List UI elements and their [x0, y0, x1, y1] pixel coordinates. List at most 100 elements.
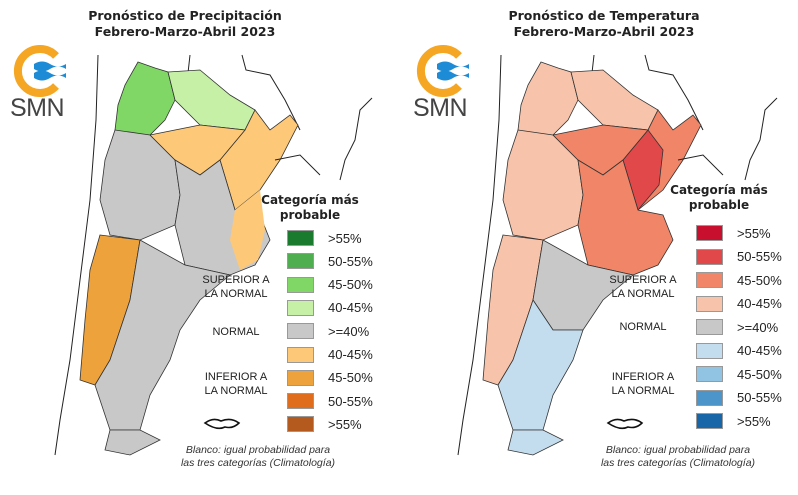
legend-label: 40-45%	[328, 300, 373, 316]
legend-label: >55%	[328, 230, 362, 246]
note-line-2: las tres categorías (Climatología)	[180, 457, 336, 469]
legend-label: >55%	[328, 416, 362, 432]
legend-item: 50-55%	[287, 392, 373, 410]
region-patagonia-south	[497, 299, 584, 431]
legend-item: 40-45%	[696, 342, 782, 360]
legend-swatch	[696, 225, 723, 241]
legend-label: >55%	[737, 413, 771, 429]
legend-swatch	[696, 342, 723, 359]
legend-swatch	[287, 416, 314, 433]
legend-label: 40-45%	[737, 343, 782, 358]
legend-label: 45-50%	[737, 272, 782, 288]
brazil-border-line	[241, 54, 301, 131]
temperature-title: Pronóstico de Temperatura Febrero-Marzo-…	[419, 8, 789, 40]
legend-item: >55%	[287, 229, 362, 247]
brazil-border-line	[644, 54, 704, 131]
region-buenos-aires	[230, 190, 265, 270]
note-line-2: las tres categorías (Climatología)	[600, 457, 756, 469]
falklands-outline	[606, 418, 644, 430]
legend-swatch	[287, 230, 314, 246]
category-label-line-1: SUPERIOR A	[202, 274, 270, 286]
legend-title-line-2: probable	[688, 198, 750, 212]
category-normal: NORMAL	[603, 320, 683, 334]
note-line-1: Blanco: igual probabilidad para	[605, 444, 751, 456]
legend-label: 40-45%	[737, 296, 782, 311]
legend-swatch	[287, 346, 314, 363]
legend-item: >55%	[287, 415, 362, 433]
category-label-line-2: LA NORMAL	[204, 385, 268, 397]
legend-item: >=40%	[696, 318, 778, 336]
legend-title-line-2: probable	[279, 208, 341, 222]
legend-label: 45-50%	[328, 277, 373, 293]
legend-swatch	[287, 276, 314, 293]
legend-swatch	[696, 319, 723, 335]
legend-item: 45-50%	[696, 271, 782, 289]
legend-label: 50-55%	[328, 253, 373, 269]
region-north-west	[517, 61, 579, 141]
category-label-line-1: NORMAL	[212, 326, 260, 338]
temperature-note: Blanco: igual probabilidad para las tres…	[578, 444, 778, 470]
legend-item: 50-55%	[287, 252, 373, 270]
legend-swatch	[696, 389, 723, 406]
temperature-panel: Pronóstico de Temperatura Febrero-Marzo-…	[399, 0, 798, 495]
category-inferior: INFERIOR A LA NORMAL	[196, 370, 276, 398]
brazil-coast-line	[339, 97, 373, 181]
temperature-map	[457, 54, 778, 456]
title-line-1: Pronóstico de Precipitación	[88, 8, 282, 23]
chile-border-line	[457, 54, 502, 456]
legend-label: 45-50%	[328, 370, 373, 386]
legend-swatch	[696, 248, 723, 265]
uruguay-border-line	[274, 154, 321, 176]
legend-item: >=40%	[287, 322, 369, 340]
legend-label: 50-55%	[328, 393, 373, 409]
smn-logo-icon	[13, 45, 66, 97]
legend-swatch	[287, 253, 314, 270]
precipitation-panel: Pronóstico de Precipitación Febrero-Marz…	[0, 8, 373, 470]
legend-item: 45-50%	[287, 276, 373, 294]
category-inferior: INFERIOR A LA NORMAL	[603, 370, 683, 398]
region-north-west	[114, 61, 176, 141]
uruguay-border-line	[677, 154, 724, 176]
region-north-center	[570, 69, 659, 131]
category-label-line-2: LA NORMAL	[204, 288, 268, 300]
region-tierra-del-fuego	[507, 429, 564, 456]
category-label-line-2: LA NORMAL	[611, 288, 675, 300]
legend-label: 50-55%	[737, 390, 782, 405]
legend-title-line-1: Categoría más	[261, 193, 359, 207]
legend-item: 40-45%	[287, 346, 373, 364]
brazil-coast-line	[744, 97, 778, 181]
legend-swatch	[287, 393, 314, 410]
title-line-2: Febrero-Marzo-Abril 2023	[513, 24, 695, 39]
smn-logo: SMN	[411, 44, 473, 122]
legend-swatch	[696, 272, 723, 288]
legend-label: >=40%	[737, 319, 779, 335]
legend-swatch	[287, 299, 314, 316]
precipitation-title: Pronóstico de Precipitación Febrero-Marz…	[0, 8, 370, 40]
smn-logo-icon	[416, 45, 469, 97]
category-label-line-1: INFERIOR A	[611, 371, 675, 383]
legend-item: 40-45%	[287, 299, 373, 317]
note-line-1: Blanco: igual probabilidad para	[185, 444, 331, 456]
category-label-line-1: NORMAL	[619, 321, 667, 333]
chile-border-line	[54, 54, 99, 456]
title-line-1: Pronóstico de Temperatura	[508, 8, 700, 23]
title-line-2: Febrero-Marzo-Abril 2023	[94, 24, 276, 39]
smn-logo: SMN	[8, 44, 70, 122]
legend-swatch	[696, 295, 723, 312]
region-center	[577, 159, 674, 276]
legend-swatch	[287, 369, 314, 386]
category-label-line-2: LA NORMAL	[611, 385, 675, 397]
legend-swatch	[696, 413, 723, 429]
legend-item: >55%	[696, 224, 771, 242]
category-label-line-1: SUPERIOR A	[609, 274, 677, 286]
smn-logo-text: SMN	[10, 94, 65, 122]
category-superior: SUPERIOR A LA NORMAL	[196, 273, 276, 301]
region-tierra-del-fuego	[104, 429, 161, 456]
legend-swatch	[287, 323, 314, 340]
precipitation-note: Blanco: igual probabilidad para las tres…	[158, 444, 358, 470]
legend-item: 40-45%	[696, 295, 782, 313]
smn-logo-text: SMN	[413, 94, 468, 122]
legend-item: 45-50%	[287, 369, 373, 387]
legend-item: >55%	[696, 412, 771, 430]
legend-label: 45-50%	[737, 366, 782, 382]
